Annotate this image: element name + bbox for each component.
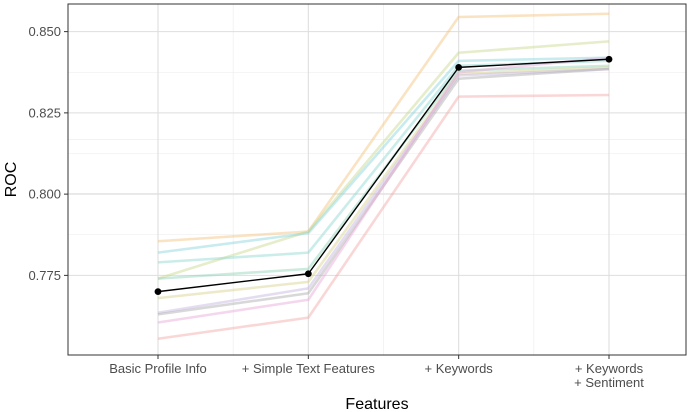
background-series-line — [157, 12, 610, 243]
background-series-line — [157, 40, 610, 280]
y-tick-label: 0.800 — [28, 187, 61, 202]
mean-series-point — [304, 270, 312, 278]
x-tick-label: + Simple Text Features — [242, 361, 376, 376]
mean-series-line — [157, 58, 610, 293]
background-series-line — [157, 93, 610, 341]
grid — [68, 4, 686, 355]
x-tick-label: + Keywords + Sentiment — [574, 361, 644, 390]
mean-series-point — [455, 63, 463, 71]
background-series-line — [157, 67, 610, 316]
mean-series — [154, 55, 613, 296]
y-tick-label: 0.850 — [28, 24, 61, 39]
plot-border — [67, 3, 687, 356]
x-tick-label: + Keywords — [425, 361, 494, 376]
x-axis-ticks: Basic Profile Info + Simple Text Features… — [109, 355, 644, 390]
mean-series-point — [154, 288, 162, 296]
x-tick-label: Basic Profile Info — [109, 361, 207, 376]
y-tick-label: 0.825 — [28, 105, 61, 120]
mean-series-point — [605, 55, 613, 63]
background-series-line — [157, 56, 610, 254]
background-series-line — [157, 67, 610, 315]
y-axis-title: ROC — [3, 162, 20, 198]
background-series-line — [157, 56, 610, 324]
y-axis-ticks: 0.775 0.800 0.825 0.850 — [28, 24, 68, 283]
y-tick-label: 0.775 — [28, 268, 61, 283]
x-axis-title: Features — [345, 396, 408, 412]
background-series-line — [157, 66, 610, 300]
